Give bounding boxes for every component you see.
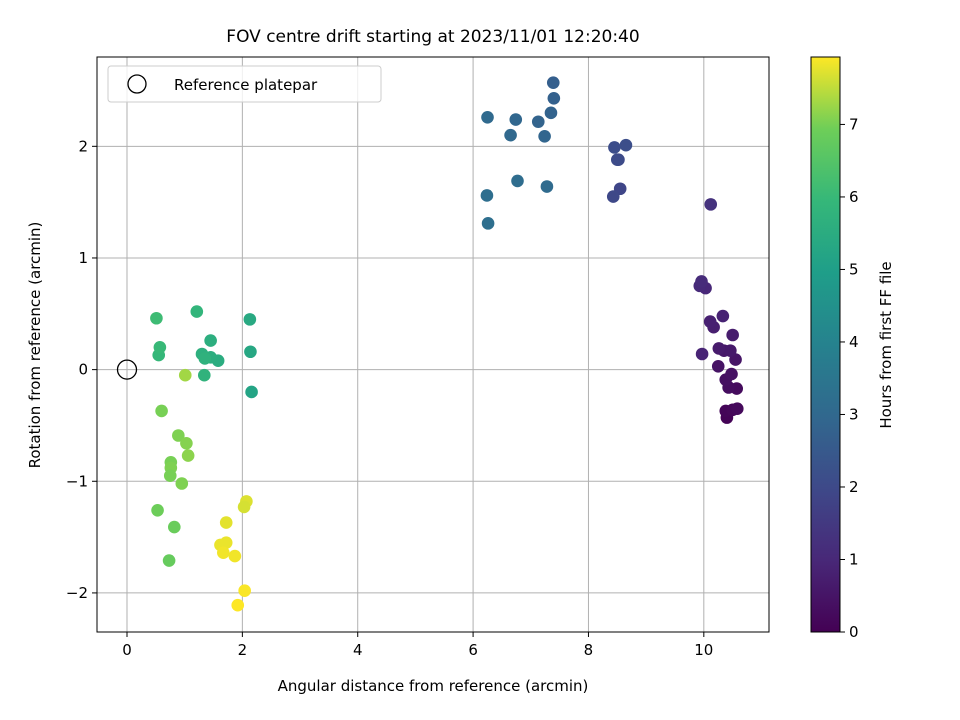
x-tick-label: 4 bbox=[353, 641, 363, 659]
data-point bbox=[547, 92, 561, 105]
data-point bbox=[511, 174, 524, 188]
data-point bbox=[725, 367, 738, 381]
data-point bbox=[197, 368, 211, 382]
x-axis-ticks: 0 2 4 6 8 10 bbox=[122, 632, 713, 659]
data-point bbox=[711, 359, 725, 373]
data-point bbox=[204, 334, 217, 347]
colorbar-gradient bbox=[810, 56, 841, 633]
colorbar-tick-label: 0 bbox=[849, 623, 859, 641]
colorbar-tick-label: 4 bbox=[849, 333, 859, 351]
data-point bbox=[217, 546, 230, 560]
legend-box bbox=[107, 65, 382, 103]
data-point bbox=[606, 190, 620, 203]
data-point bbox=[167, 520, 181, 534]
colorbar: 0 1 2 3 4 5 6 7 Hours from first FF file bbox=[810, 56, 895, 641]
data-point bbox=[540, 180, 554, 193]
data-point bbox=[181, 449, 195, 462]
data-point bbox=[175, 477, 189, 490]
data-point bbox=[724, 344, 737, 357]
y-tick-label: 0 bbox=[78, 361, 88, 379]
data-point bbox=[153, 340, 167, 354]
y-axis-ticks: −2 −1 0 1 2 bbox=[66, 137, 97, 602]
legend: Reference platepar bbox=[107, 65, 382, 103]
data-point bbox=[163, 469, 177, 482]
data-point bbox=[219, 516, 233, 529]
data-point bbox=[703, 315, 717, 328]
data-point bbox=[619, 138, 633, 152]
y-tick-label: 1 bbox=[78, 249, 88, 267]
y-axis-label: Rotation from reference (arcmin) bbox=[26, 222, 44, 469]
colorbar-ticks: 0 1 2 3 4 5 6 7 bbox=[840, 115, 859, 641]
plot-frame bbox=[96, 56, 770, 633]
data-point bbox=[155, 404, 168, 418]
data-point bbox=[538, 129, 551, 143]
grid bbox=[97, 57, 769, 632]
data-point bbox=[730, 402, 744, 415]
data-point bbox=[228, 549, 242, 563]
data-point bbox=[190, 305, 204, 318]
data-point bbox=[695, 347, 709, 361]
data-point bbox=[704, 198, 718, 211]
y-tick-label: 2 bbox=[78, 137, 88, 155]
x-tick-label: 6 bbox=[468, 641, 478, 659]
x-axis-label: Angular distance from reference (arcmin) bbox=[278, 677, 589, 695]
legend-marker-reference bbox=[127, 74, 147, 94]
data-point bbox=[546, 76, 560, 89]
data-point bbox=[481, 110, 494, 124]
colorbar-tick-label: 6 bbox=[849, 188, 859, 206]
reference-marker bbox=[116, 359, 138, 380]
data-point bbox=[178, 368, 192, 382]
data-point bbox=[481, 217, 495, 230]
data-point bbox=[712, 342, 726, 355]
colorbar-label: Hours from first FF file bbox=[877, 261, 895, 428]
data-point bbox=[238, 584, 251, 597]
data-point bbox=[695, 275, 708, 288]
x-tick-label: 0 bbox=[122, 641, 132, 659]
colorbar-tick-label: 1 bbox=[849, 550, 859, 568]
data-point bbox=[231, 598, 245, 612]
colorbar-tick-label: 5 bbox=[849, 260, 859, 278]
data-point bbox=[504, 128, 517, 142]
chart-title: FOV centre drift starting at 2023/11/01 … bbox=[226, 27, 639, 47]
colorbar-tick-label: 3 bbox=[849, 405, 859, 423]
data-point bbox=[245, 385, 258, 399]
data-point bbox=[716, 309, 730, 323]
data-point bbox=[162, 554, 176, 567]
data-point bbox=[243, 313, 257, 326]
data-point bbox=[172, 429, 185, 442]
y-tick-label: −1 bbox=[66, 472, 88, 490]
data-points bbox=[150, 76, 744, 612]
colorbar-tick-label: 7 bbox=[849, 115, 859, 133]
data-point bbox=[610, 153, 624, 167]
legend-label-reference: Reference platepar bbox=[174, 76, 318, 94]
data-point bbox=[219, 536, 233, 549]
data-point bbox=[151, 504, 164, 517]
data-point bbox=[180, 437, 193, 450]
x-tick-label: 8 bbox=[584, 641, 594, 659]
x-tick-label: 2 bbox=[238, 641, 248, 659]
data-point bbox=[726, 328, 739, 342]
data-point bbox=[480, 189, 494, 202]
data-point bbox=[237, 500, 251, 514]
data-point bbox=[198, 352, 212, 365]
reference-layer bbox=[116, 359, 138, 380]
data-point bbox=[544, 106, 558, 120]
data-point bbox=[150, 311, 163, 325]
y-tick-label: −2 bbox=[66, 584, 88, 602]
data-point bbox=[509, 113, 523, 126]
data-point bbox=[244, 345, 257, 359]
data-point bbox=[608, 141, 621, 154]
data-point bbox=[531, 115, 545, 129]
x-tick-label: 10 bbox=[694, 641, 713, 659]
colorbar-tick-label: 2 bbox=[849, 478, 859, 496]
